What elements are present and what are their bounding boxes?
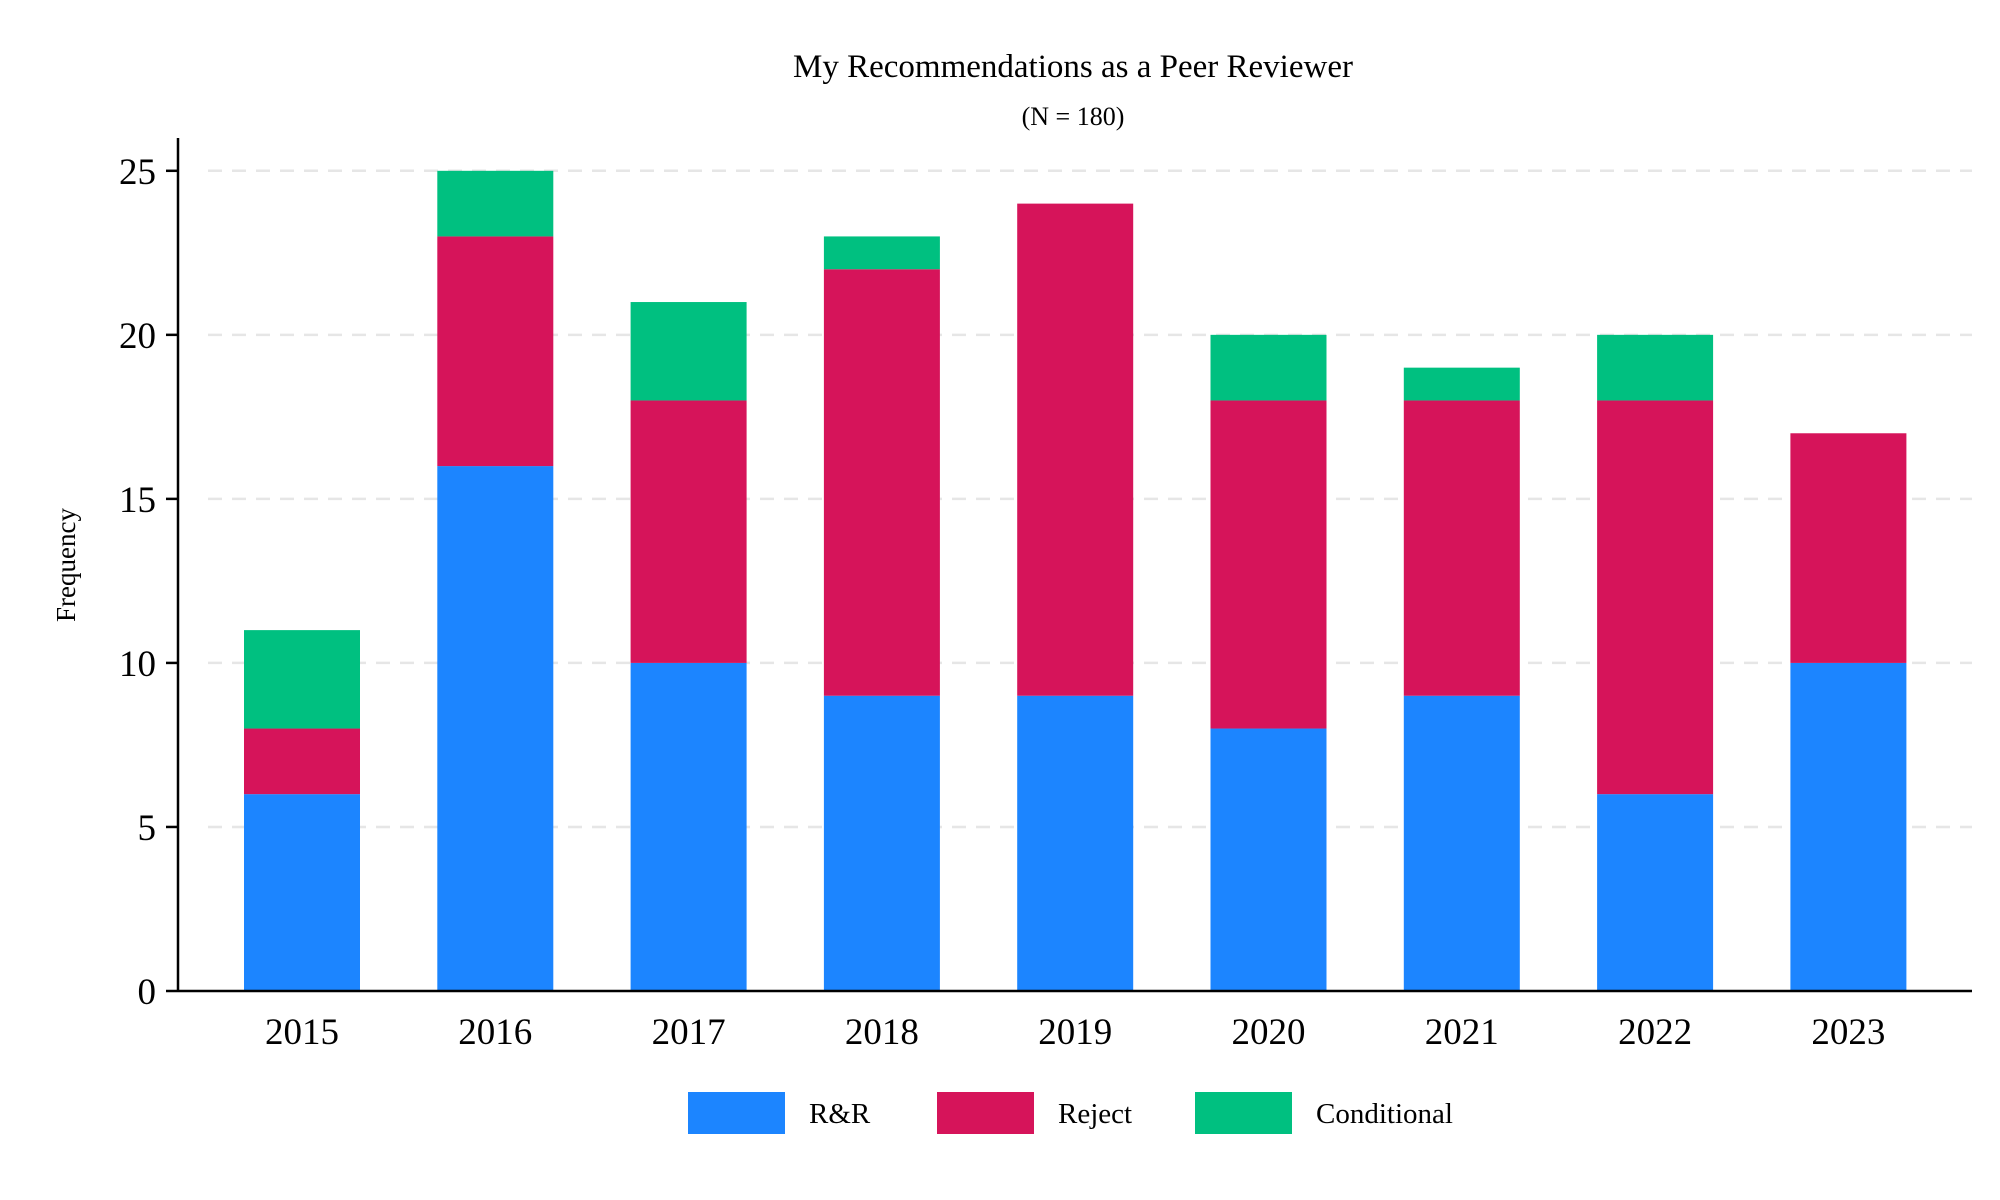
bar-2022-conditional [1597, 334, 1714, 401]
y-tick-label-20: 20 [119, 316, 156, 357]
y-axis-label: Frequency [51, 508, 81, 622]
y-tick-label-25: 25 [119, 152, 156, 193]
y-tick-label-10: 10 [119, 644, 156, 685]
bar-2020-conditional [1210, 334, 1327, 401]
x-tick-label-2022: 2022 [1618, 1012, 1692, 1053]
bar-2017-conditional [630, 302, 747, 401]
x-tick-label-2019: 2019 [1038, 1012, 1112, 1053]
x-tick-label-2016: 2016 [458, 1012, 532, 1053]
bar-2022-r-r [1597, 794, 1714, 991]
legend-label-r-r: R&R [809, 1098, 871, 1130]
chart-title: My Recommendations as a Peer Reviewer [793, 49, 1353, 85]
bar-2019-reject [1017, 203, 1134, 696]
x-tick-label-2018: 2018 [845, 1012, 919, 1053]
legend: R&R Reject Conditional [688, 1092, 1453, 1134]
bar-2016-reject [437, 236, 554, 467]
bar-2015-r-r [244, 794, 360, 991]
bar-2015-conditional [244, 630, 360, 729]
bar-2018-r-r [823, 695, 940, 991]
bar-2016-conditional [437, 170, 554, 237]
legend-label-reject: Reject [1058, 1098, 1132, 1130]
bar-2018-conditional [823, 236, 940, 270]
bar-2017-reject [630, 400, 747, 663]
bars [244, 170, 1907, 992]
bar-2023-reject [1790, 433, 1907, 663]
bar-2019-r-r [1017, 695, 1134, 991]
legend-swatch-reject [937, 1092, 1034, 1134]
legend-swatch-r-r [688, 1092, 785, 1134]
y-tick-label-5: 5 [138, 808, 157, 849]
bar-2023-r-r [1790, 662, 1907, 991]
axes [176, 138, 1972, 993]
bar-2022-reject [1597, 400, 1714, 795]
bar-2021-reject [1403, 400, 1520, 696]
y-tick-label-15: 15 [119, 480, 156, 521]
x-tick-label-2020: 2020 [1232, 1012, 1306, 1053]
x-tick-label-2015: 2015 [265, 1012, 339, 1053]
chart-subtitle: (N = 180) [1022, 102, 1125, 131]
legend-swatch-conditional [1195, 1092, 1292, 1134]
x-tick-label-2021: 2021 [1425, 1012, 1499, 1053]
bar-2020-reject [1210, 400, 1327, 729]
bar-2021-conditional [1403, 367, 1520, 401]
bar-2017-r-r [630, 662, 747, 991]
bar-2020-r-r [1210, 728, 1327, 991]
x-tick-label-2023: 2023 [1811, 1012, 1885, 1053]
tick-labels: 0 5 10 15 20 25 2015 2016 2017 2018 2019 2020 2021 20… [119, 152, 1885, 1053]
bar-2016-r-r [437, 466, 554, 992]
bar-2021-r-r [1403, 695, 1520, 991]
bar-2018-reject [823, 269, 940, 696]
x-tick-label-2017: 2017 [652, 1012, 726, 1053]
y-tick-label-0: 0 [138, 972, 157, 1013]
legend-label-conditional: Conditional [1316, 1098, 1453, 1130]
bar-2015-reject [244, 728, 360, 795]
